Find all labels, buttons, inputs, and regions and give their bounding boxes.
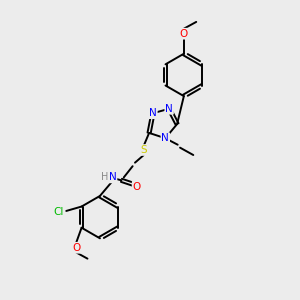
- Text: S: S: [140, 145, 147, 155]
- Text: N: N: [165, 104, 173, 114]
- Text: O: O: [180, 29, 188, 39]
- Text: N: N: [149, 108, 157, 118]
- Text: H: H: [101, 172, 108, 182]
- Text: Cl: Cl: [53, 207, 64, 217]
- Text: O: O: [72, 243, 80, 253]
- Text: O: O: [133, 182, 141, 192]
- Text: N: N: [161, 133, 169, 143]
- Text: N: N: [109, 172, 116, 182]
